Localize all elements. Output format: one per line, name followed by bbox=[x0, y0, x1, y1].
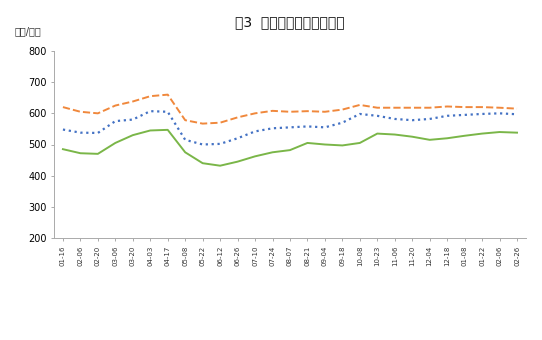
4500大卡 bbox=[444, 136, 450, 140]
5000大卡 bbox=[217, 142, 223, 146]
5000大卡 bbox=[60, 128, 66, 132]
4500大卡 bbox=[130, 133, 136, 137]
5500大卡 bbox=[321, 110, 328, 114]
4500大卡 bbox=[164, 128, 171, 132]
5000大卡 bbox=[496, 111, 503, 115]
4500大卡 bbox=[479, 132, 485, 136]
4500大卡 bbox=[147, 129, 153, 133]
4500大卡 bbox=[269, 150, 276, 154]
5500大卡 bbox=[427, 106, 433, 110]
5500大卡 bbox=[217, 121, 223, 125]
4500大卡 bbox=[461, 134, 468, 138]
5000大卡 bbox=[147, 109, 153, 113]
5000大卡 bbox=[304, 124, 311, 129]
4500大卡 bbox=[409, 135, 416, 139]
4500大卡 bbox=[217, 164, 223, 168]
5000大卡 bbox=[182, 138, 189, 142]
5000大卡 bbox=[409, 118, 416, 122]
4500大卡 bbox=[321, 142, 328, 147]
5500大卡 bbox=[374, 106, 380, 110]
4500大卡 bbox=[304, 141, 311, 145]
5500大卡 bbox=[164, 92, 171, 97]
4500大卡 bbox=[182, 150, 189, 154]
5000大卡 bbox=[461, 113, 468, 117]
5500大卡 bbox=[269, 109, 276, 113]
5500大卡 bbox=[514, 107, 520, 111]
4500大卡 bbox=[199, 161, 206, 165]
5000大卡 bbox=[269, 126, 276, 130]
5000大卡 bbox=[130, 118, 136, 122]
4500大卡 bbox=[496, 130, 503, 134]
5000大卡 bbox=[321, 125, 328, 130]
5500大卡 bbox=[95, 111, 101, 115]
5000大卡 bbox=[374, 114, 380, 118]
5500大卡 bbox=[112, 103, 119, 107]
Line: 5000大卡: 5000大卡 bbox=[63, 111, 517, 144]
Line: 4500大卡: 4500大卡 bbox=[63, 130, 517, 166]
4500大卡 bbox=[514, 131, 520, 135]
5500大卡 bbox=[147, 94, 153, 98]
4500大卡 bbox=[357, 141, 363, 145]
5000大卡 bbox=[164, 110, 171, 114]
5500大卡 bbox=[391, 106, 398, 110]
5000大卡 bbox=[479, 112, 485, 116]
4500大卡 bbox=[339, 143, 346, 148]
5000大卡 bbox=[287, 125, 293, 130]
5000大卡 bbox=[339, 121, 346, 125]
5000大卡 bbox=[357, 112, 363, 116]
5500大卡 bbox=[60, 105, 66, 109]
5000大卡 bbox=[234, 136, 241, 140]
5500大卡 bbox=[130, 99, 136, 103]
5500大卡 bbox=[182, 118, 189, 122]
4500大卡 bbox=[391, 133, 398, 137]
5500大卡 bbox=[287, 110, 293, 114]
Line: 5500大卡: 5500大卡 bbox=[63, 95, 517, 124]
5000大卡 bbox=[95, 131, 101, 135]
5000大卡 bbox=[77, 131, 83, 135]
4500大卡 bbox=[427, 138, 433, 142]
5500大卡 bbox=[444, 104, 450, 108]
5500大卡 bbox=[496, 106, 503, 110]
5000大卡 bbox=[112, 119, 119, 123]
4500大卡 bbox=[374, 132, 380, 136]
Title: 图3  秦皇岛港煤炭价格情况: 图3 秦皇岛港煤炭价格情况 bbox=[235, 15, 345, 29]
5500大卡 bbox=[234, 115, 241, 119]
5000大卡 bbox=[427, 117, 433, 121]
4500大卡 bbox=[252, 154, 259, 158]
5000大卡 bbox=[444, 114, 450, 118]
4500大卡 bbox=[95, 152, 101, 156]
Text: （元/吨）: （元/吨） bbox=[14, 26, 41, 36]
4500大卡 bbox=[112, 141, 119, 145]
5000大卡 bbox=[514, 112, 520, 116]
5000大卡 bbox=[252, 129, 259, 133]
5500大卡 bbox=[252, 111, 259, 115]
4500大卡 bbox=[287, 148, 293, 152]
4500大卡 bbox=[60, 147, 66, 151]
5500大卡 bbox=[409, 106, 416, 110]
5500大卡 bbox=[304, 109, 311, 113]
5000大卡 bbox=[199, 142, 206, 147]
4500大卡 bbox=[77, 151, 83, 155]
5500大卡 bbox=[357, 103, 363, 107]
5000大卡 bbox=[391, 117, 398, 121]
4500大卡 bbox=[234, 159, 241, 164]
5500大卡 bbox=[199, 122, 206, 126]
5500大卡 bbox=[461, 105, 468, 109]
5500大卡 bbox=[479, 105, 485, 109]
5500大卡 bbox=[339, 107, 346, 112]
5500大卡 bbox=[77, 110, 83, 114]
